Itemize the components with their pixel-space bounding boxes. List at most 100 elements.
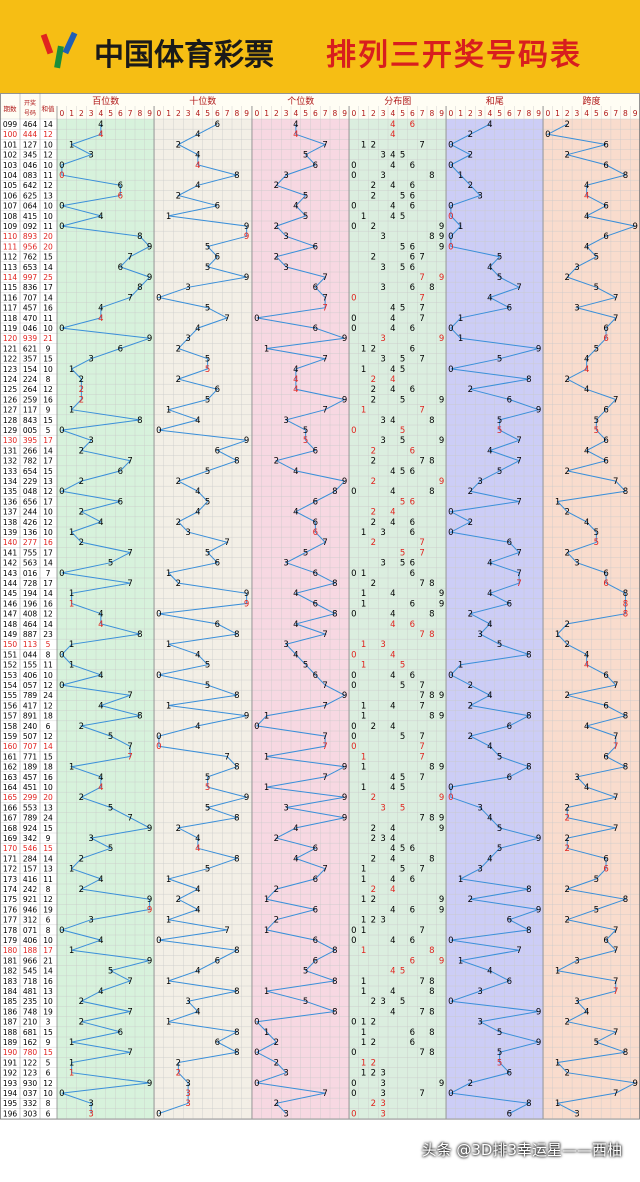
- kuadu-point-label: 4: [584, 518, 589, 528]
- digit-header: 5: [108, 109, 113, 118]
- hewei-point-label: 7: [516, 579, 521, 589]
- period-cell: 134: [3, 477, 18, 486]
- hewei-point-label: 4: [487, 620, 492, 630]
- sum-cell: 9: [46, 344, 51, 353]
- distribution-digit: 8: [429, 987, 434, 997]
- period-cell: 190: [3, 1048, 18, 1057]
- distribution-digit: 1: [361, 661, 366, 671]
- distribution-digit: 1: [361, 365, 366, 375]
- section-title-shi: 十位数: [189, 95, 216, 107]
- award-number-cell: 507: [23, 732, 38, 741]
- period-cell: 118: [3, 314, 18, 323]
- kuadu-point-label: 4: [584, 661, 589, 671]
- award-number-cell: 642: [23, 181, 38, 190]
- period-cell: 146: [3, 599, 18, 608]
- period-cell: 195: [3, 1099, 18, 1108]
- bai-point-label: 3: [88, 355, 93, 365]
- sum-cell: 20: [43, 793, 53, 802]
- distribution-digit: 7: [419, 304, 424, 314]
- bai-point-label: 1: [69, 946, 74, 956]
- ge-point-label: 4: [293, 589, 298, 599]
- kuadu-point-label: 2: [565, 814, 570, 824]
- distribution-digit: 7: [419, 773, 424, 783]
- bai-point-label: 1: [69, 528, 74, 538]
- digit-header: 0: [545, 109, 550, 118]
- bai-point-label: 2: [79, 722, 84, 732]
- bai-point-label: 7: [127, 253, 132, 263]
- distribution-digit: 5: [400, 426, 405, 436]
- bai-point-label: 7: [127, 814, 132, 824]
- shi-point-label: 4: [195, 487, 200, 497]
- bai-point-label: 2: [79, 446, 84, 456]
- distribution-digit: 6: [410, 569, 415, 579]
- section-title-hewei: 和尾: [486, 96, 504, 107]
- ge-point-label: 4: [293, 375, 298, 385]
- bai-point-label: 9: [147, 956, 152, 966]
- ge-point-label: 5: [303, 967, 308, 977]
- hewei-point-label: 7: [516, 283, 521, 293]
- ge-point-label: 7: [322, 304, 327, 314]
- shi-point-label: 5: [205, 783, 210, 793]
- bai-point-label: 9: [147, 824, 152, 834]
- distribution-digit: 4: [390, 650, 395, 660]
- ge-point-label: 1: [264, 895, 269, 905]
- distribution-digit: 1: [361, 987, 366, 997]
- award-number-cell: 625: [23, 191, 38, 200]
- shi-point-label: 2: [176, 579, 181, 589]
- sum-cell: 14: [43, 620, 53, 629]
- distribution-digit: 0: [351, 1079, 356, 1089]
- shi-point-label: 4: [195, 905, 200, 915]
- distribution-digit: 6: [410, 844, 415, 854]
- award-number-cell: 843: [23, 416, 38, 425]
- shi-point-label: 2: [176, 477, 181, 487]
- shi-point-label: 5: [205, 395, 210, 405]
- bai-point-label: 5: [108, 967, 113, 977]
- hewei-point-label: 4: [487, 589, 492, 599]
- period-cell: 192: [3, 1069, 18, 1078]
- kuadu-point-label: 6: [603, 140, 608, 150]
- ge-point-label: 1: [264, 926, 269, 936]
- hewei-point-label: 7: [516, 569, 521, 579]
- award-number-cell: 762: [23, 253, 38, 262]
- distribution-digit: 9: [439, 956, 444, 966]
- distribution-digit: 2: [371, 1058, 376, 1068]
- distribution-digit: 4: [390, 905, 395, 915]
- ge-point-label: 1: [264, 752, 269, 762]
- award-number-cell: 240: [23, 722, 38, 731]
- distribution-digit: 5: [400, 865, 405, 875]
- period-cell: 103: [3, 161, 18, 170]
- hewei-point-label: 2: [468, 518, 473, 528]
- distribution-digit: 5: [400, 844, 405, 854]
- hewei-point-label: 5: [497, 273, 502, 283]
- award-number-cell: 194: [23, 589, 38, 598]
- ge-point-label: 4: [293, 650, 298, 660]
- kuadu-point-label: 2: [565, 620, 570, 630]
- hewei-point-label: 9: [536, 344, 541, 354]
- bai-point-label: 1: [69, 661, 74, 671]
- distribution-digit: 6: [410, 528, 415, 538]
- digit-header: 2: [371, 109, 376, 118]
- award-number-cell: 782: [23, 457, 38, 466]
- ge-point-label: 1: [264, 1028, 269, 1038]
- digit-header: 5: [594, 109, 599, 118]
- award-number-cell: 417: [23, 701, 38, 710]
- award-number-cell: 956: [23, 242, 38, 251]
- digit-header: 5: [400, 109, 405, 118]
- distribution-digit: 5: [400, 803, 405, 813]
- bai-point-label: 4: [98, 987, 103, 997]
- hewei-point-label: 5: [497, 426, 502, 436]
- award-number-cell: 264: [23, 385, 38, 394]
- distribution-digit: 8: [429, 579, 434, 589]
- shi-point-label: 5: [205, 355, 210, 365]
- distribution-digit: 1: [361, 946, 366, 956]
- distribution-digit: 5: [400, 661, 405, 671]
- hewei-point-label: 8: [526, 763, 531, 773]
- distribution-digit: 0: [351, 610, 356, 620]
- distribution-digit: 5: [400, 497, 405, 507]
- hewei-point-label: 9: [536, 905, 541, 915]
- award-number-cell: 836: [23, 283, 38, 292]
- distribution-digit: 6: [410, 263, 415, 273]
- distribution-digit: 9: [439, 599, 444, 609]
- distribution-digit: 9: [439, 222, 444, 232]
